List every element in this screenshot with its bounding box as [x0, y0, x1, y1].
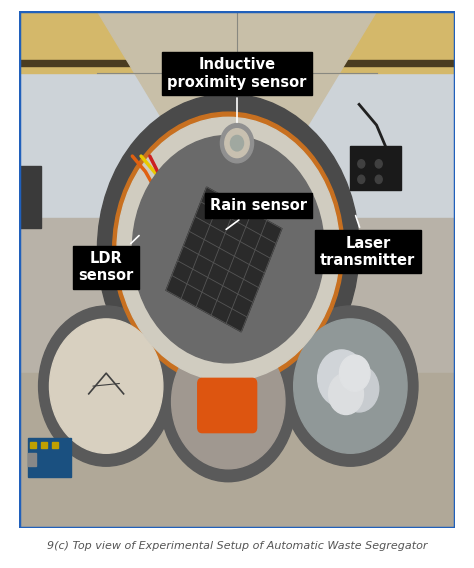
Circle shape: [225, 129, 249, 158]
Text: Inductive
proximity sensor: Inductive proximity sensor: [167, 57, 307, 122]
Circle shape: [375, 175, 382, 183]
Text: Rain sensor: Rain sensor: [210, 198, 307, 229]
Circle shape: [339, 365, 379, 412]
Bar: [19, 218, 455, 373]
Text: Laser
transmitter: Laser transmitter: [320, 216, 415, 268]
Bar: [41, 442, 47, 448]
Text: 9(c) Top view of Experimental Setup of Automatic Waste Segregator: 9(c) Top view of Experimental Setup of A…: [47, 541, 427, 551]
Circle shape: [358, 160, 365, 168]
Circle shape: [283, 306, 418, 466]
Bar: [27, 453, 36, 466]
Circle shape: [132, 135, 324, 363]
Circle shape: [220, 123, 254, 163]
Circle shape: [172, 335, 285, 469]
Circle shape: [318, 350, 365, 407]
Circle shape: [375, 160, 382, 168]
Text: LDR
sensor: LDR sensor: [79, 236, 139, 283]
FancyBboxPatch shape: [198, 378, 256, 433]
Bar: [19, 166, 41, 228]
Bar: [52, 442, 58, 448]
Circle shape: [161, 321, 296, 482]
Circle shape: [98, 94, 359, 404]
Circle shape: [49, 319, 163, 453]
Bar: [27, 438, 71, 477]
Polygon shape: [98, 11, 376, 156]
Bar: [19, 11, 455, 73]
Bar: [19, 373, 455, 528]
Bar: [30, 442, 36, 448]
Bar: [350, 146, 401, 190]
Circle shape: [328, 373, 364, 415]
Bar: [19, 11, 455, 218]
Polygon shape: [166, 187, 282, 332]
Circle shape: [38, 306, 174, 466]
Circle shape: [294, 319, 407, 453]
Circle shape: [358, 175, 365, 183]
Circle shape: [339, 355, 370, 391]
Circle shape: [113, 112, 344, 386]
Circle shape: [117, 118, 339, 381]
Bar: [19, 60, 455, 66]
Circle shape: [230, 135, 244, 151]
